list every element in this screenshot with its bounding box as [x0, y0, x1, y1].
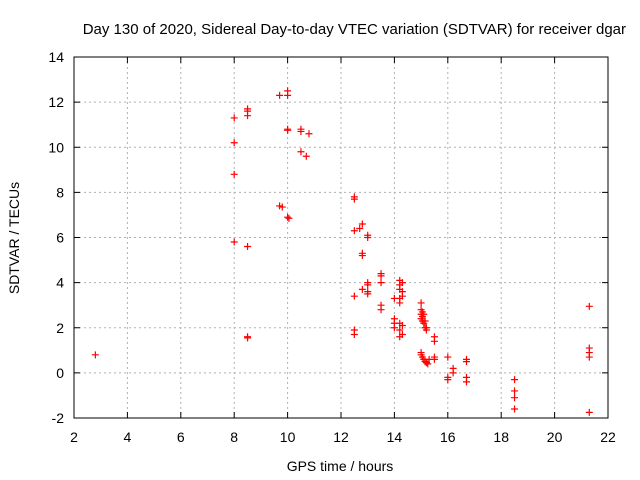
y-axis-label: SDTVAR / TECUs: [6, 182, 22, 294]
x-tick-label: 16: [440, 429, 456, 445]
data-point: [462, 358, 470, 366]
data-point: [244, 112, 252, 120]
data-point: [430, 337, 438, 345]
y-tick-label: 14: [48, 49, 64, 65]
x-tick-label: 22: [600, 429, 616, 445]
x-tick-label: 18: [493, 429, 509, 445]
y-tick-label: 0: [56, 365, 64, 381]
data-point: [364, 281, 372, 289]
data-point: [297, 148, 305, 156]
data-point: [356, 224, 364, 232]
y-tick-label: 8: [56, 184, 64, 200]
data-point: [364, 234, 372, 241]
data-point: [358, 220, 366, 228]
data-point: [398, 331, 406, 339]
data-point: [396, 326, 404, 334]
data-point: [358, 252, 366, 260]
x-tick-label: 10: [280, 429, 296, 445]
data-point: [244, 334, 252, 342]
data-point: [585, 408, 593, 416]
x-tick-label: 6: [177, 429, 185, 445]
data-point: [302, 152, 310, 160]
data-point: [444, 376, 452, 384]
data-point: [417, 299, 425, 307]
y-tick-label: 2: [56, 320, 64, 336]
x-tick-label: 20: [547, 429, 563, 445]
data-point: [377, 306, 385, 314]
data-point: [398, 292, 406, 300]
data-point: [91, 351, 99, 359]
x-tick-label: 2: [70, 429, 78, 445]
data-point: [305, 130, 313, 138]
data-point: [350, 227, 358, 235]
data-point: [398, 321, 406, 329]
data-point: [449, 369, 457, 377]
data-point: [430, 355, 438, 363]
data-point: [511, 387, 519, 395]
data-point: [585, 353, 593, 361]
data-point: [511, 405, 519, 413]
data-point: [350, 195, 358, 203]
x-axis-label: GPS time / hours: [287, 458, 394, 474]
data-point: [350, 331, 358, 339]
y-tick-label: 10: [48, 139, 64, 155]
y-tick-label: 12: [48, 94, 64, 110]
data-point: [377, 279, 385, 287]
chart-title: Day 130 of 2020, Sidereal Day-to-day VTE…: [83, 21, 626, 38]
data-point: [276, 91, 284, 99]
data-point: [230, 170, 238, 178]
data-point: [278, 203, 286, 211]
data-point: [285, 214, 293, 222]
data-point: [230, 139, 238, 147]
data-point: [284, 126, 292, 134]
data-point: [244, 243, 252, 251]
data-point: [350, 292, 358, 300]
data-point: [297, 127, 305, 135]
data-point: [284, 91, 292, 99]
data-point: [377, 272, 385, 280]
data-point: [420, 310, 428, 318]
data-point: [421, 317, 429, 325]
data-point: [396, 299, 404, 307]
data-point: [230, 114, 238, 122]
data-point: [511, 376, 519, 384]
data-point: [284, 213, 292, 221]
data-point: [444, 353, 452, 361]
data-point: [422, 326, 430, 334]
data-point: [585, 302, 593, 310]
data-point: [390, 324, 398, 332]
grid: [74, 57, 608, 418]
data-point: [462, 378, 470, 386]
data-point: [358, 285, 366, 293]
x-tick-label: 14: [387, 429, 403, 445]
x-tick-label: 8: [230, 429, 238, 445]
data-point: [424, 360, 432, 368]
axis-ticks: 2 4 6 8 10 12 14 16 18 20 22 -2 0 2 4 6 8 10 12 14: [48, 49, 616, 445]
data-point: [364, 290, 372, 298]
data-point: [398, 279, 406, 287]
data-points: [91, 87, 593, 416]
x-tick-label: 4: [124, 429, 132, 445]
y-tick-label: 6: [56, 230, 64, 246]
x-tick-label: 12: [333, 429, 349, 445]
data-point: [230, 238, 238, 246]
data-point: [511, 394, 519, 402]
y-tick-label: -2: [52, 410, 65, 426]
y-tick-label: 4: [56, 275, 64, 291]
